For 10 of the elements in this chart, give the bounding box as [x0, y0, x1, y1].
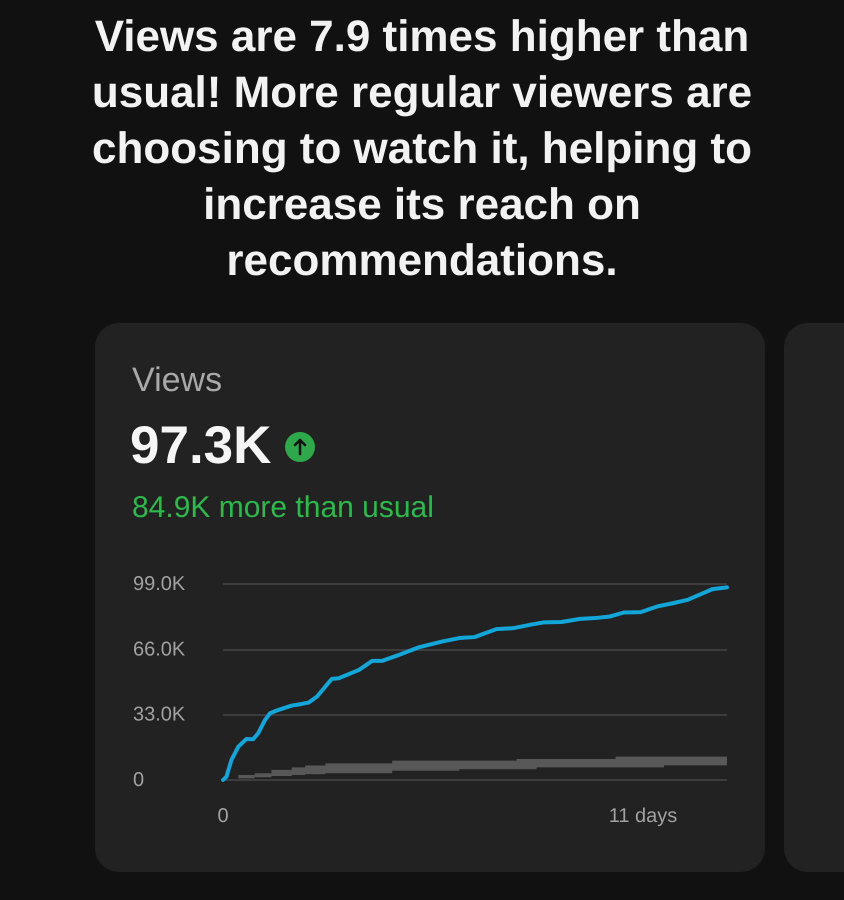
line-series [221, 585, 729, 782]
y-tick-label: 33.0K [133, 704, 186, 726]
y-tick-label: 99.0K [133, 573, 186, 595]
x-tick-label: 11 days [608, 805, 678, 827]
y-tick-label: 0 [133, 769, 144, 791]
text: 84.9K more than usual [132, 491, 434, 525]
text: 97.3K [130, 416, 272, 476]
y-tick-label: 66.0K [133, 638, 186, 660]
chart-subtitle: Views [132, 361, 222, 399]
chart-title: Views are 7.9 times higher than usual! More regular viewers are choosing to watch it, helping to increase its reach on recommendations. [90, 11, 754, 287]
